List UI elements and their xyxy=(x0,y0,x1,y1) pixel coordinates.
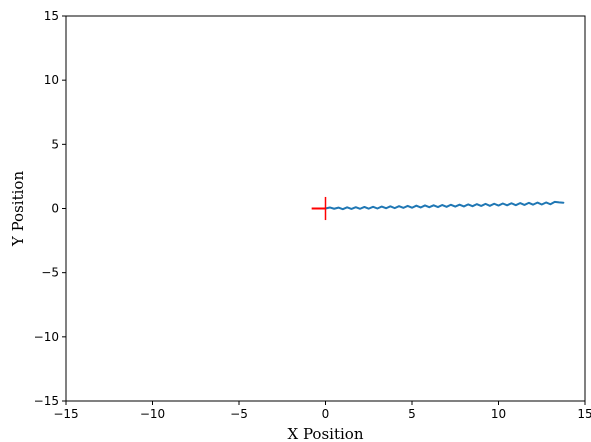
x-axis-ticks: −15 −10 −5 0 5 10 15 xyxy=(53,401,591,421)
y-axis-ticks: −15 −10 −5 0 5 10 15 xyxy=(34,9,66,408)
y-tick-label: 0 xyxy=(51,202,59,216)
x-tick-label: 15 xyxy=(577,407,591,421)
y-tick-label: −15 xyxy=(34,394,59,408)
x-tick-label: −15 xyxy=(53,407,78,421)
series-layer xyxy=(324,200,565,211)
x-tick-label: 10 xyxy=(491,407,506,421)
series-line-0 xyxy=(324,200,565,211)
y-tick-label: 10 xyxy=(44,73,59,87)
y-tick-label: 5 xyxy=(51,137,59,151)
y-axis-label: Y Position xyxy=(9,171,27,248)
x-axis-label: X Position xyxy=(288,425,364,442)
x-tick-label: −10 xyxy=(140,407,165,421)
y-tick-label: −10 xyxy=(34,330,59,344)
y-tick-label: −5 xyxy=(41,266,59,280)
x-tick-label: 5 xyxy=(408,407,416,421)
x-tick-label: 0 xyxy=(322,407,330,421)
x-tick-label: −5 xyxy=(230,407,248,421)
y-tick-label: 15 xyxy=(44,9,59,23)
marker-layer xyxy=(311,196,327,221)
